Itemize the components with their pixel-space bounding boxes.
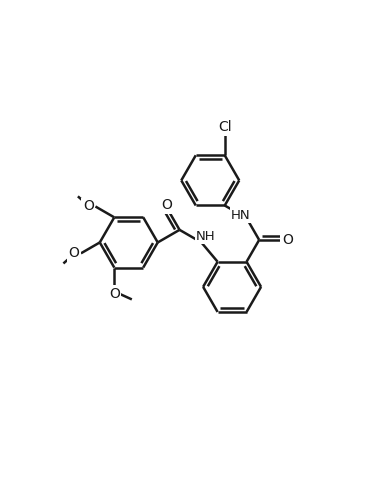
Text: NH: NH xyxy=(196,230,216,243)
Text: O: O xyxy=(109,287,120,301)
Text: O: O xyxy=(68,246,79,260)
Text: HN: HN xyxy=(231,209,251,222)
Text: O: O xyxy=(282,233,293,247)
Text: O: O xyxy=(83,200,94,214)
Text: Cl: Cl xyxy=(218,120,231,134)
Text: O: O xyxy=(162,198,172,212)
